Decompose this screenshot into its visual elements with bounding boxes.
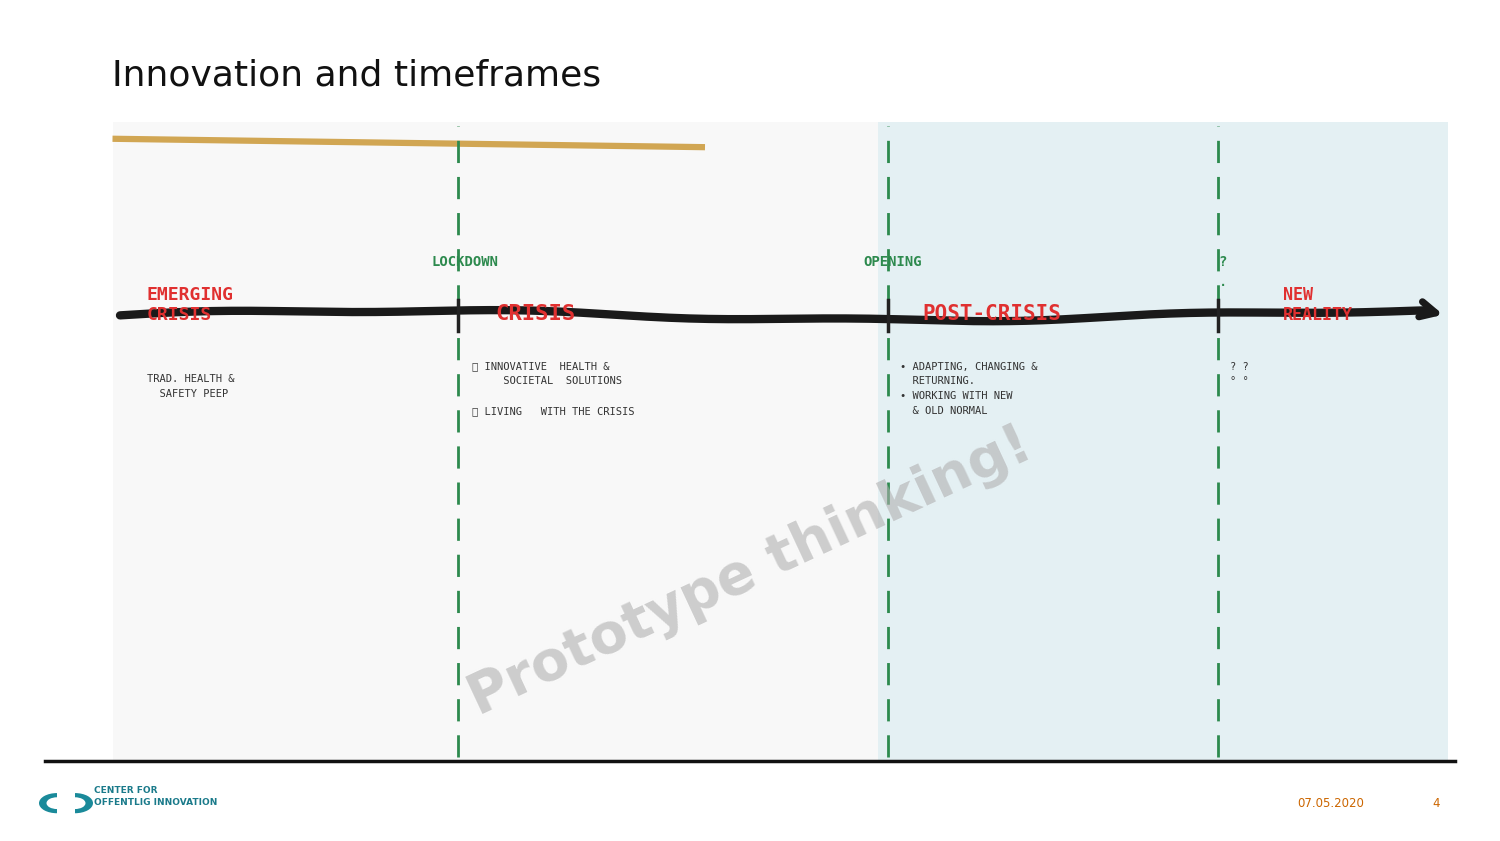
Text: • ADAPTING, CHANGING &
  RETURNING.
• WORKING WITH NEW
  & OLD NORMAL: • ADAPTING, CHANGING & RETURNING. • WORK… (900, 362, 1038, 416)
Text: CENTER FOR
OFFENTLIG INNOVATION: CENTER FOR OFFENTLIG INNOVATION (94, 786, 218, 807)
FancyBboxPatch shape (878, 122, 1448, 761)
Text: Innovation and timeframes: Innovation and timeframes (112, 59, 602, 93)
Text: LOCKDOWN: LOCKDOWN (432, 255, 498, 269)
Text: 4: 4 (1432, 796, 1440, 810)
FancyBboxPatch shape (112, 122, 1448, 761)
Text: EMERGING
CRISIS: EMERGING CRISIS (147, 287, 234, 324)
Text: 07.05.2020: 07.05.2020 (1298, 796, 1365, 810)
Text: TRAD. HEALTH &
  SAFETY PEEP: TRAD. HEALTH & SAFETY PEEP (147, 374, 234, 399)
Text: .: . (1220, 271, 1226, 290)
Wedge shape (39, 793, 57, 813)
Text: Prototype thinking!: Prototype thinking! (460, 417, 1040, 727)
Text: ?: ? (1218, 255, 1227, 269)
Text: CRISIS: CRISIS (495, 304, 576, 324)
Text: POST-CRISIS: POST-CRISIS (922, 304, 1062, 324)
Wedge shape (75, 793, 93, 813)
Text: NEW
REALITY: NEW REALITY (1282, 287, 1353, 324)
Text: ① INNOVATIVE  HEALTH &
     SOCIETAL  SOLUTIONS

② LIVING   WITH THE CRISIS: ① INNOVATIVE HEALTH & SOCIETAL SOLUTIONS… (472, 362, 634, 416)
Text: OPENING: OPENING (862, 255, 922, 269)
Text: ? ?
° °: ? ? ° ° (1230, 362, 1248, 386)
